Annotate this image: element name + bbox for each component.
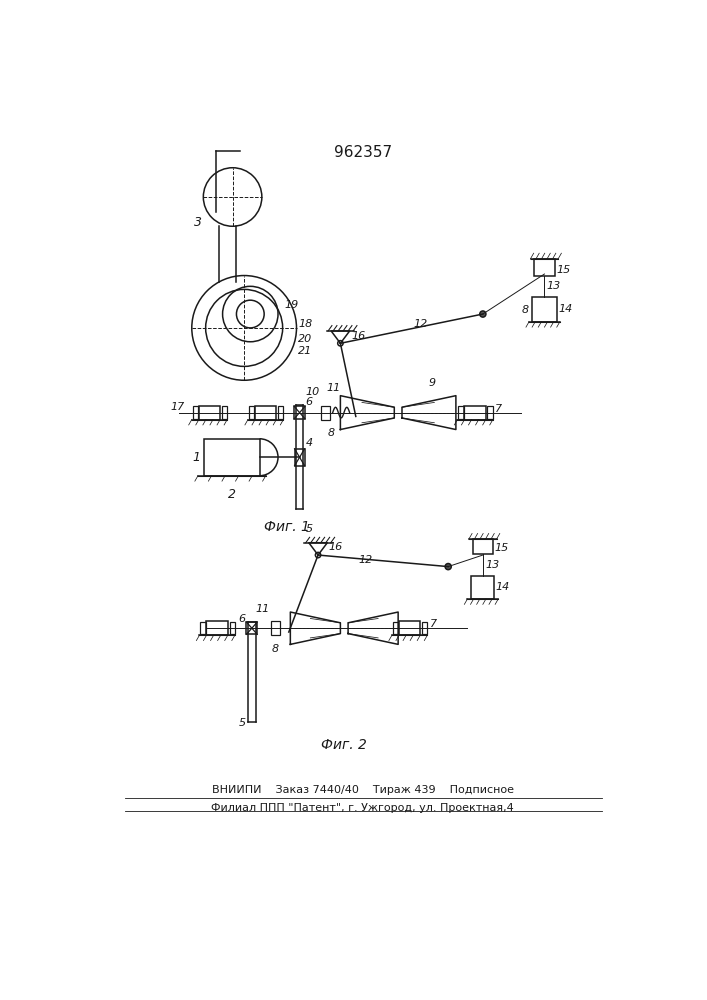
Text: 17: 17 — [170, 402, 185, 412]
Bar — [206, 621, 228, 635]
Text: 5: 5 — [238, 718, 246, 728]
Text: 11: 11 — [326, 383, 340, 393]
Bar — [192, 406, 198, 419]
Text: 3: 3 — [194, 216, 201, 229]
Text: 21: 21 — [298, 346, 312, 356]
Text: 8: 8 — [271, 644, 279, 654]
Text: ВНИИПИ    Заказ 7440/40    Тираж 439    Подписное: ВНИИПИ Заказ 7440/40 Тираж 439 Подписное — [211, 785, 514, 795]
Bar — [204, 439, 259, 476]
Text: 8: 8 — [521, 305, 528, 315]
Circle shape — [338, 341, 343, 346]
Text: 5: 5 — [305, 524, 313, 534]
Text: 13: 13 — [547, 281, 561, 291]
Text: 2: 2 — [228, 488, 236, 501]
Text: 14: 14 — [496, 582, 510, 592]
Text: 15: 15 — [494, 543, 508, 553]
Bar — [278, 406, 284, 419]
Bar — [532, 297, 557, 322]
Circle shape — [445, 564, 451, 570]
Bar — [422, 622, 428, 634]
Bar — [295, 449, 305, 466]
Text: 6: 6 — [238, 614, 246, 624]
Text: 1: 1 — [192, 451, 200, 464]
Bar — [222, 406, 227, 419]
Bar — [294, 406, 305, 419]
Text: 8: 8 — [327, 428, 334, 438]
Bar — [247, 622, 257, 634]
Text: 9: 9 — [429, 378, 436, 388]
Bar — [200, 622, 206, 634]
Circle shape — [480, 311, 486, 317]
Circle shape — [315, 552, 321, 558]
Bar — [464, 406, 486, 420]
Text: 7: 7 — [430, 619, 437, 629]
Text: 20: 20 — [298, 334, 312, 344]
Text: 18: 18 — [298, 319, 312, 329]
Text: 962357: 962357 — [334, 145, 392, 160]
Text: 6: 6 — [305, 397, 313, 407]
Bar — [249, 406, 254, 419]
Text: 10: 10 — [305, 387, 320, 397]
Text: 16: 16 — [351, 331, 366, 341]
Text: Фиг. 1: Фиг. 1 — [264, 520, 310, 534]
Text: 4: 4 — [305, 438, 313, 448]
Bar — [255, 406, 276, 420]
Bar — [458, 406, 464, 419]
Bar — [487, 406, 493, 419]
Text: 16: 16 — [329, 542, 343, 552]
Text: 11: 11 — [255, 604, 269, 614]
Bar — [393, 622, 398, 634]
Text: 14: 14 — [559, 304, 573, 314]
Bar — [473, 539, 493, 554]
Bar — [230, 622, 235, 634]
Bar — [399, 621, 421, 635]
Bar — [199, 406, 221, 420]
Bar — [534, 259, 555, 276]
Text: 13: 13 — [485, 560, 499, 570]
Text: 12: 12 — [414, 319, 428, 329]
Text: 19: 19 — [284, 300, 298, 310]
Bar — [271, 621, 281, 635]
Bar — [472, 576, 494, 599]
Text: 12: 12 — [358, 555, 373, 565]
Text: Филиал ППП "Патент", г. Ужгород, ул. Проектная,4: Филиал ППП "Патент", г. Ужгород, ул. Про… — [211, 803, 514, 813]
Bar — [321, 406, 330, 420]
Text: Фиг. 2: Фиг. 2 — [321, 738, 367, 752]
Text: 15: 15 — [557, 265, 571, 275]
Text: 7: 7 — [495, 404, 502, 414]
